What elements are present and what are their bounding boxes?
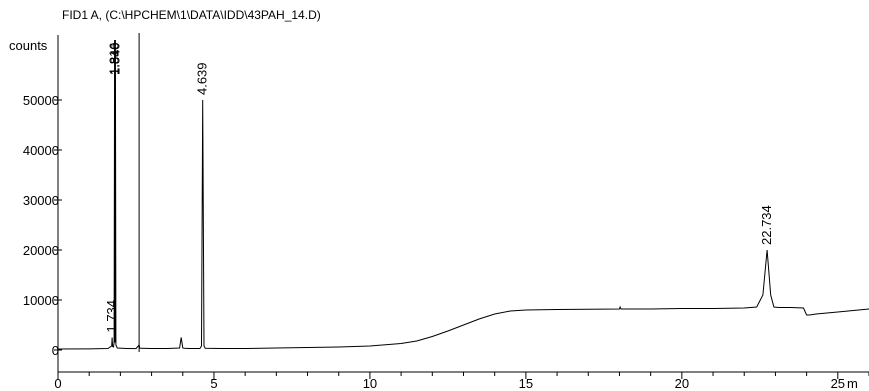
peak-label: 1.816 (107, 42, 122, 75)
x-tick-label: 15 (519, 376, 533, 391)
x-tick-label: 25 (831, 376, 845, 391)
x-tick-label: 20 (675, 376, 689, 391)
x-axis: 0 5 10 15 20 25 (54, 371, 869, 391)
y-tick-label: 40000 (23, 143, 59, 158)
y-tick-label: 20000 (23, 243, 59, 258)
plot-area (57, 33, 869, 352)
peak-label: 1.840 (107, 42, 122, 75)
peak-label: 22.734 (759, 205, 774, 245)
chart-title: FID1 A, (C:\HPCHEM\1\DATA\IDD\43PAH_14.D… (62, 8, 321, 22)
x-tick-label: 0 (54, 376, 61, 391)
y-axis: 0 10000 20000 30000 40000 50000 (23, 35, 62, 372)
signal-trace (57, 39, 869, 350)
x-tick-label: 5 (210, 376, 217, 391)
y-tick-label: 30000 (23, 193, 59, 208)
y-axis-label: counts (9, 38, 48, 53)
x-tick-label: 10 (363, 376, 377, 391)
peak-label: 1.734 (104, 300, 119, 333)
y-tick-label: 0 (52, 343, 59, 358)
x-axis-unit: m (847, 376, 858, 391)
peak-label: 4.639 (195, 62, 210, 95)
y-tick-label: 50000 (23, 93, 59, 108)
y-tick-label: 10000 (23, 293, 59, 308)
